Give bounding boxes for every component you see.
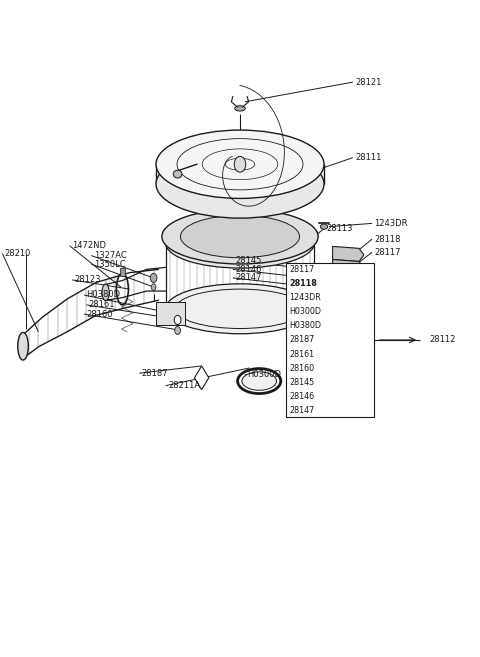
Ellipse shape: [180, 215, 300, 258]
Text: 28117: 28117: [289, 265, 315, 275]
Ellipse shape: [321, 224, 327, 229]
Text: 28118: 28118: [289, 279, 317, 288]
Ellipse shape: [102, 284, 109, 301]
Text: 28161: 28161: [289, 350, 314, 359]
Text: H0380D: H0380D: [86, 290, 120, 300]
Text: 1327AC: 1327AC: [94, 251, 126, 260]
Ellipse shape: [166, 218, 314, 268]
Text: 28211A: 28211A: [168, 381, 200, 390]
Ellipse shape: [242, 372, 276, 390]
Text: 1350LC: 1350LC: [94, 260, 125, 269]
Text: 28147: 28147: [289, 405, 315, 415]
Ellipse shape: [288, 265, 298, 271]
Circle shape: [151, 284, 156, 290]
Text: 28187: 28187: [289, 336, 315, 344]
Ellipse shape: [235, 106, 245, 111]
Text: 28112: 28112: [430, 336, 456, 344]
Text: 28145: 28145: [235, 256, 262, 265]
Ellipse shape: [18, 332, 28, 360]
Ellipse shape: [156, 150, 324, 218]
Text: 28145: 28145: [289, 378, 315, 386]
Ellipse shape: [166, 284, 314, 334]
Bar: [286, 263, 374, 417]
Text: 28161: 28161: [89, 300, 115, 309]
Bar: [120, 268, 125, 276]
Text: 28121: 28121: [355, 78, 382, 87]
Text: H0300D: H0300D: [247, 370, 281, 379]
Text: 28113: 28113: [326, 224, 353, 233]
Text: 1472ND: 1472ND: [72, 241, 106, 250]
Ellipse shape: [288, 282, 298, 288]
Text: H0380D: H0380D: [289, 321, 322, 330]
Ellipse shape: [173, 170, 182, 178]
Text: 28123: 28123: [74, 275, 101, 284]
Circle shape: [150, 273, 157, 283]
Text: 28147: 28147: [235, 273, 262, 283]
Text: 28160: 28160: [289, 363, 314, 373]
Text: 28210: 28210: [5, 249, 31, 258]
Ellipse shape: [288, 274, 298, 280]
Circle shape: [174, 315, 181, 325]
Text: H0300D: H0300D: [289, 307, 322, 317]
Polygon shape: [333, 260, 364, 275]
Circle shape: [175, 327, 180, 334]
Text: 1243DR: 1243DR: [374, 219, 408, 228]
Circle shape: [234, 156, 246, 172]
Text: 28118: 28118: [374, 235, 401, 244]
Text: 28146: 28146: [289, 392, 314, 401]
Bar: [156, 302, 185, 325]
Text: 28187: 28187: [142, 369, 168, 378]
Ellipse shape: [162, 209, 318, 264]
Text: 28146: 28146: [235, 265, 262, 274]
Text: 28160: 28160: [86, 309, 113, 319]
Text: 1243DR: 1243DR: [289, 294, 321, 302]
Ellipse shape: [156, 130, 324, 198]
Polygon shape: [333, 246, 364, 261]
Polygon shape: [194, 366, 209, 390]
Text: 28111: 28111: [355, 153, 382, 162]
Text: 28117: 28117: [374, 248, 401, 257]
